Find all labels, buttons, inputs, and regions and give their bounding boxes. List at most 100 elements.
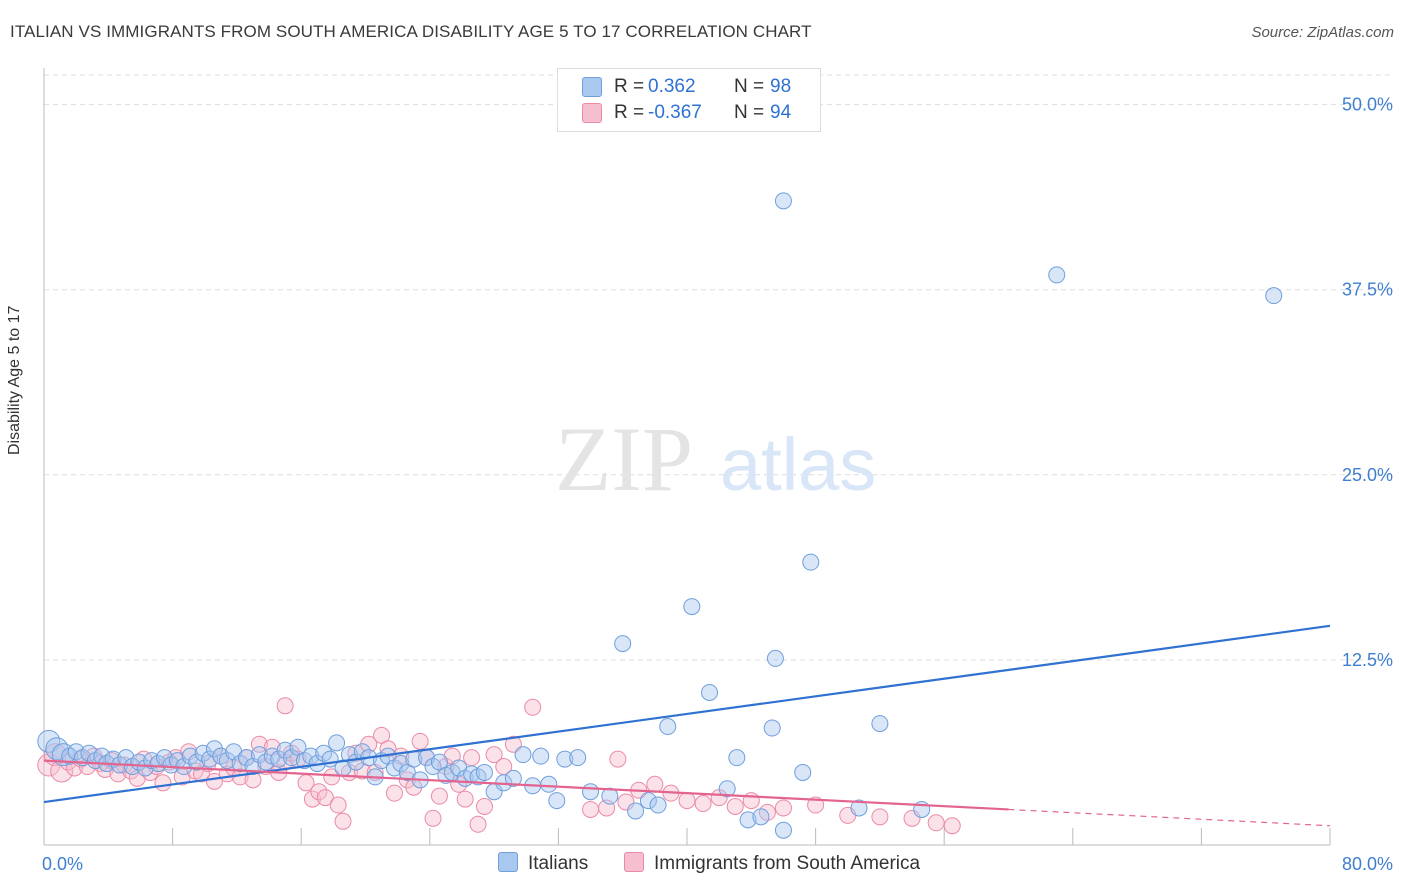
data-point [569,749,587,767]
data-point [614,635,632,653]
axes [43,68,1331,846]
chart-title: ITALIAN VS IMMIGRANTS FROM SOUTH AMERICA… [10,22,812,41]
data-point [582,783,600,801]
data-point [627,802,645,820]
data-point [475,798,493,815]
tick-labels: 12.5% 25.0% 37.5% 50.0% 0.0% 80.0% [42,95,1393,874]
data-point [329,796,347,814]
data-point [646,775,664,793]
data-point [504,769,522,787]
data-point [678,792,696,810]
data-point [328,734,346,752]
data-point [257,753,275,771]
data-point [601,787,619,805]
data-point [463,749,481,767]
data-point [430,787,448,805]
data-point [392,755,410,773]
data-point [802,553,820,571]
watermark-zip: ZIP [555,408,693,510]
data-point [903,809,921,827]
bottom-legend-swatch-pink [624,852,644,872]
data-point [67,743,85,761]
legend-r-label: R = [614,76,645,97]
data-point [609,750,627,768]
data-point [718,780,736,798]
data-point [1265,287,1283,305]
data-point [316,789,334,807]
data-point [739,811,757,829]
data-point [683,598,701,616]
data-point [238,749,256,767]
data-point [871,715,889,733]
data-point [154,774,172,792]
data-point [774,821,792,839]
data-point [766,649,784,667]
trend-lines [43,624,1331,827]
data-point [548,792,566,810]
data-point [774,799,792,817]
legend-swatch-pink [582,103,602,123]
data-point [659,718,677,736]
legend-n-label: N = [734,76,765,97]
legend-r-value: 0.362 [648,76,696,97]
legend-swatch-blue [582,77,602,97]
data-point [411,732,429,750]
data-point [524,698,542,716]
data-point [943,817,961,835]
gridlines [44,74,1390,661]
y-tick-label: 12.5% [1342,650,1393,670]
legend-n-value: 98 [770,76,792,97]
data-point [424,809,442,827]
data-point [752,808,770,826]
data-point [283,749,301,767]
data-point [742,792,760,810]
legend-r-label: R = [614,102,645,123]
x-tick-label: 0.0% [42,854,83,874]
data-point [871,808,889,826]
data-point [649,796,667,814]
data-point [334,812,352,830]
data-point [1048,266,1066,284]
data-point [347,744,365,762]
data-point [353,743,371,761]
data-point [556,750,574,768]
data-point [726,798,744,815]
data-point [504,735,522,753]
y-tick-label: 37.5% [1342,280,1393,300]
y-tick-label: 50.0% [1342,95,1393,115]
data-point [270,750,288,768]
watermark-atlas: atlas [720,423,876,506]
bottom-legend-italians: Italians [498,852,588,875]
data-point [763,719,781,737]
data-point [168,752,186,770]
data-point [469,815,487,833]
data-point [582,800,600,818]
bottom-legend-label-immigrants: Immigrants from South America [654,853,921,874]
data-point [694,795,712,813]
data-point [774,192,792,210]
trend-line-immigrants-extension [1008,808,1331,827]
data-point [323,768,341,786]
trend-line-italians [43,624,1331,804]
x-tick-label: 80.0% [1342,854,1393,874]
data-point [639,792,657,810]
data-point [218,752,236,770]
data-point [794,763,812,781]
y-tick-label: 25.0% [1342,465,1393,485]
data-point [475,763,493,781]
data-point [807,796,825,814]
bottom-legend-immigrants: Immigrants from South America [624,852,920,875]
data-point [850,799,868,817]
data-point [532,747,550,765]
legend-r-value: -0.367 [648,102,702,123]
source-note: Source: ZipAtlas.com [1251,24,1394,41]
series-immigrants-points [37,697,961,835]
data-point [728,749,746,767]
data-point [315,744,333,762]
legend-n-value: 94 [770,102,792,123]
data-point [540,775,558,793]
legend-n-label: N = [734,102,765,123]
bottom-legend-swatch-blue [498,852,518,872]
data-point [188,753,206,771]
